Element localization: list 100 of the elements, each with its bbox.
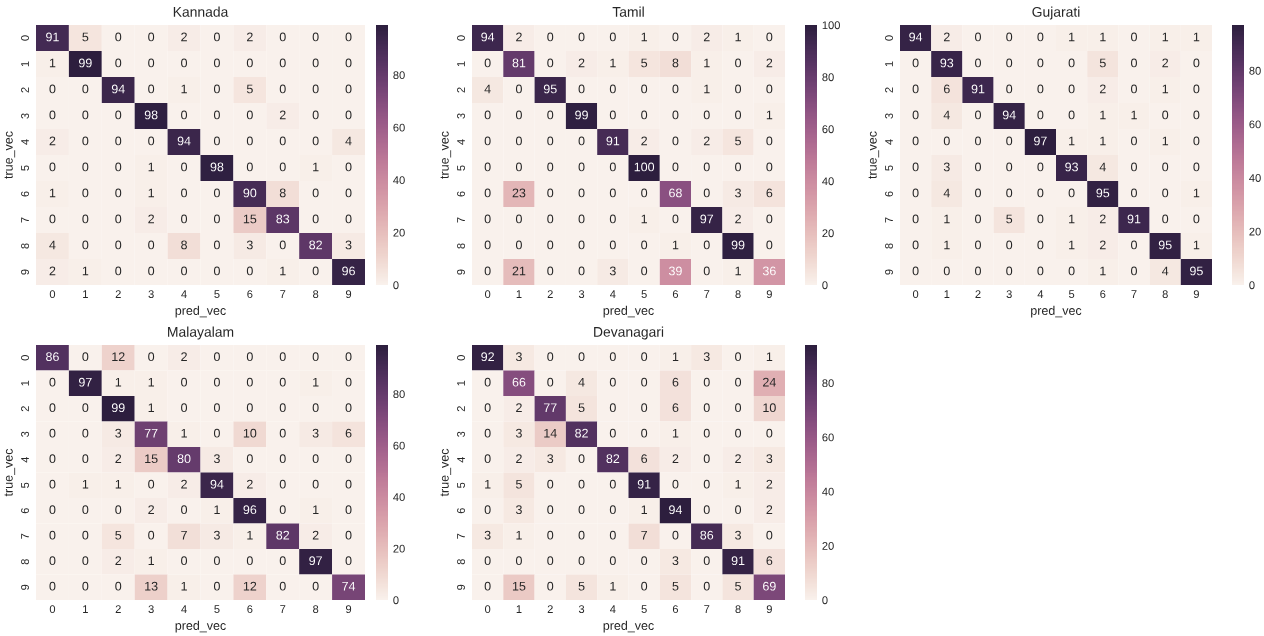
data-label: 6 (766, 556, 773, 566)
x-tick-label: 6 (672, 605, 679, 614)
x-tick-label: 8 (313, 605, 319, 614)
data-label: 1 (1100, 110, 1106, 120)
x-tick-label: 2 (115, 290, 121, 298)
y-tick-label: 9 (21, 584, 29, 590)
data-label: 1 (247, 530, 253, 540)
y-tick-label: 2 (457, 87, 465, 93)
color-bar-label: 0 (822, 596, 828, 605)
data-label: 0 (148, 530, 155, 540)
data-label: 10 (243, 428, 257, 438)
y-tick-label: 6 (885, 191, 893, 197)
data-label: 21 (512, 266, 526, 276)
data-label: 0 (213, 214, 220, 224)
data-label: 91 (971, 84, 985, 94)
x-tick-label: 3 (578, 605, 585, 614)
data-label: 96 (342, 266, 355, 276)
y-tick-label: 8 (21, 243, 29, 249)
chart-title: Malayalam (168, 326, 234, 340)
data-label: 1 (115, 479, 122, 489)
data-label: 0 (484, 188, 491, 198)
data-label: 0 (82, 352, 89, 362)
data-label: 0 (943, 266, 950, 276)
data-label: 5 (735, 136, 741, 146)
data-label: 0 (484, 377, 491, 387)
data-label: 97 (1034, 136, 1047, 146)
data-label: 1 (1193, 32, 1200, 42)
data-label: 0 (912, 188, 919, 198)
y-tick-label: 6 (21, 191, 29, 197)
data-label: 0 (672, 110, 679, 120)
data-label: 3 (246, 240, 253, 250)
data-label: 0 (1162, 110, 1169, 120)
data-label: 1 (944, 240, 950, 250)
x-tick-label: 4 (181, 605, 187, 613)
data-label: 0 (703, 110, 710, 120)
data-label: 0 (641, 188, 648, 198)
data-label: 3 (345, 240, 352, 250)
data-label: 1 (181, 428, 187, 438)
data-label: 2 (115, 454, 122, 463)
data-label: 0 (912, 58, 919, 68)
x-tick-label: 0 (484, 290, 491, 299)
data-label: 0 (484, 556, 491, 566)
color-bar-label: 40 (393, 176, 405, 185)
x-tick-label: 1 (944, 290, 950, 298)
data-label: 91 (731, 556, 745, 566)
data-label: 0 (49, 479, 56, 489)
data-label: 4 (345, 136, 352, 146)
data-label: 3 (213, 530, 220, 540)
data-label: 0 (279, 84, 286, 94)
data-label: 0 (703, 428, 710, 438)
data-label: 0 (547, 581, 554, 591)
data-label: 4 (578, 377, 585, 387)
y-tick-label: 3 (457, 113, 465, 119)
data-label: 0 (641, 377, 648, 387)
y-tick-label: 7 (21, 533, 29, 539)
data-label: 0 (49, 403, 56, 413)
data-label: 2 (766, 58, 773, 68)
data-label: 0 (766, 214, 773, 224)
data-label: 0 (672, 530, 679, 540)
data-label: 0 (943, 136, 950, 146)
data-label: 13 (145, 581, 158, 591)
data-label: 0 (975, 110, 981, 120)
data-label: 0 (82, 454, 89, 464)
data-label: 0 (484, 266, 491, 276)
data-label: 0 (735, 110, 742, 120)
x-tick-label: 2 (115, 605, 121, 613)
data-label: 2 (49, 136, 56, 146)
x-tick-label: 1 (83, 290, 88, 298)
data-label: 0 (1037, 162, 1044, 172)
color-bar-label: 60 (822, 125, 834, 134)
data-label: 100 (634, 162, 655, 172)
data-label: 0 (1006, 162, 1013, 172)
y-tick-label: 7 (457, 533, 465, 539)
data-label: 2 (1099, 214, 1106, 224)
y-tick-label: 1 (457, 380, 465, 386)
data-label: 86 (46, 352, 59, 362)
data-label: 0 (312, 58, 319, 68)
data-label: 0 (912, 110, 919, 120)
data-label: 1 (313, 162, 319, 172)
data-label: 94 (909, 32, 923, 42)
y-tick-label: 4 (457, 139, 465, 145)
data-label: 0 (547, 162, 554, 172)
data-label: 0 (547, 556, 554, 566)
x-tick-label: 5 (214, 605, 220, 614)
data-label: 0 (672, 162, 679, 172)
color-bar-label: 80 (393, 390, 405, 399)
x-tick-label: 2 (547, 290, 553, 298)
data-label: 0 (312, 84, 319, 94)
data-label: 8 (181, 240, 187, 250)
color-bar-label: 0 (822, 281, 828, 290)
data-label: 0 (975, 188, 981, 198)
data-label: 0 (1193, 84, 1200, 94)
data-label: 0 (279, 240, 286, 250)
data-label: 0 (312, 352, 319, 362)
data-label: 0 (609, 110, 616, 120)
data-label: 2 (49, 266, 56, 276)
data-label: 0 (703, 505, 710, 515)
data-label: 66 (512, 377, 526, 387)
chart-title: Tamil (612, 6, 644, 17)
data-label: 36 (762, 266, 776, 276)
